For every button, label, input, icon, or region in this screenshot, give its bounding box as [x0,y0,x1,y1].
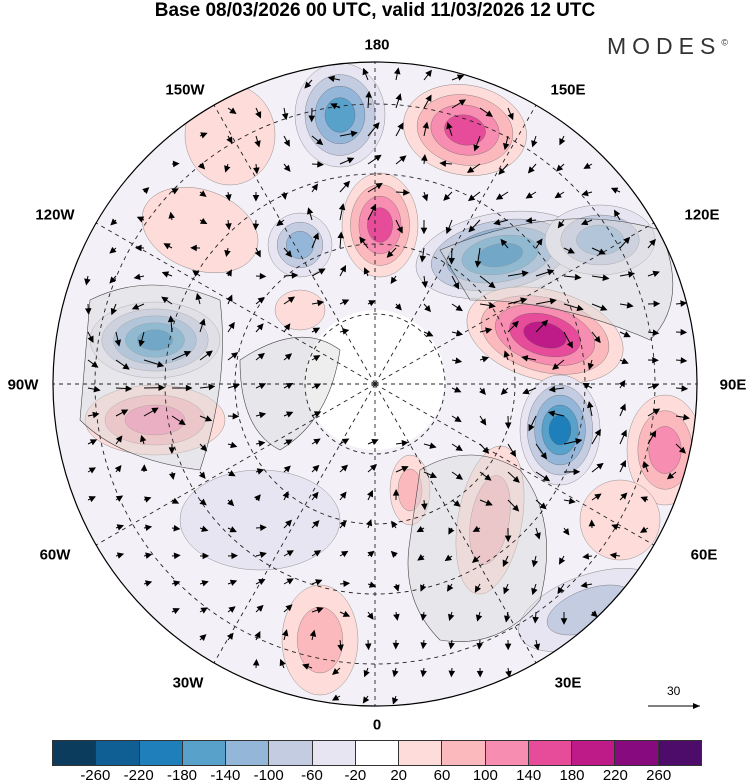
colorbar-swatch [269,741,312,765]
colorbar-tick-label: -100 [254,767,284,784]
colorbar-swatch [183,741,226,765]
lon-label-30w: 30W [173,675,204,692]
colorbar-tick-label: 180 [559,767,584,784]
anomaly-contour [297,607,343,673]
colorbar [52,740,702,766]
lon-label-90e: 90E [720,377,747,394]
lon-label-120w: 120W [35,207,74,224]
colorbar-swatch [615,741,658,765]
colorbar-tick-label: 260 [646,767,671,784]
lon-label-150e: 150E [550,82,585,99]
colorbar-swatch [356,741,399,765]
anomaly-contour [580,480,660,560]
colorbar-tick-label: 60 [434,767,451,784]
colorbar-tick-label: -20 [344,767,366,784]
colorbar-swatch [96,741,139,765]
colorbar-swatch [53,741,96,765]
lon-label-180: 180 [364,37,389,54]
colorbar-tick-label: -260 [80,767,110,784]
colorbar-tick-label: 140 [516,767,541,784]
lon-label-90w: 90W [8,377,39,394]
colorbar-tick-label: -60 [301,767,323,784]
colorbar-tick-label: 20 [390,767,407,784]
reference-vector-label: 30 [667,684,680,698]
lon-label-0: 0 [373,717,381,734]
colorbar-swatch [659,741,701,765]
colorbar-swatch [399,741,442,765]
lon-label-150w: 150W [165,82,204,99]
colorbar-tick-label: -140 [210,767,240,784]
colorbar-swatch [529,741,572,765]
colorbar-swatch [140,741,183,765]
colorbar-swatch [572,741,615,765]
lon-label-30e: 30E [555,675,582,692]
colorbar-tick-label: -220 [124,767,154,784]
reference-vector-arrow [648,703,700,709]
colorbar-tick-label: -180 [167,767,197,784]
lon-label-60w: 60W [40,547,71,564]
colorbar-swatch [313,741,356,765]
lon-label-120e: 120E [684,207,719,224]
colorbar-tick-label: 100 [473,767,498,784]
anomaly-contour [549,415,571,445]
colorbar-swatch [226,741,269,765]
anomaly-contour [325,98,355,133]
colorbar-swatch [442,741,485,765]
colorbar-tick-label: 220 [603,767,628,784]
colorbar-swatch [486,741,529,765]
anomaly-contour [275,290,325,330]
lon-label-60e: 60E [691,547,718,564]
anomaly-contour [185,85,275,185]
